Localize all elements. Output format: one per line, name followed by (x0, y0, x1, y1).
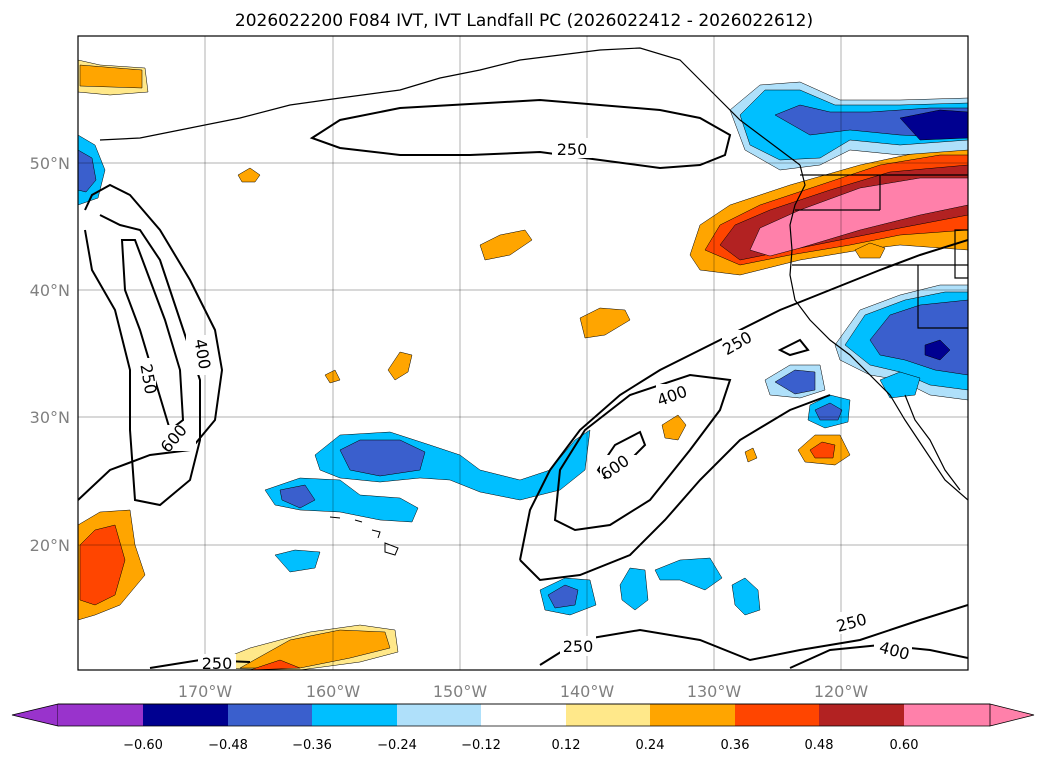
colorbar-tick: 0.48 (805, 738, 834, 753)
contour-label: 250 (557, 140, 588, 159)
contour-250-west (78, 183, 224, 501)
colorbar-segment (312, 704, 397, 726)
colorbar-tick-labels: −0.60 −0.48 −0.36 −0.24 −0.12 0.12 0.24 … (123, 738, 918, 753)
colorbar-tick: 0.24 (636, 738, 665, 753)
contour-600-west (120, 239, 185, 432)
hawaiian-islands (329, 516, 399, 556)
latitude-labels: 50°N 40°N 30°N 20°N (30, 154, 70, 555)
contour-labels: 250 400 250 600 250 400 600 250 250 400 … (132, 138, 912, 673)
lon-label-120w: 120°W (814, 682, 869, 701)
colorbar-segment (228, 704, 312, 726)
colorbar-extend-high (989, 703, 1035, 727)
map-plot-area: 250 400 250 600 250 400 600 250 250 400 … (78, 36, 968, 673)
colorbar-segment (819, 704, 904, 726)
state-borders (792, 174, 968, 329)
lat-label-30n: 30°N (30, 408, 70, 427)
colorbar-segment (735, 704, 819, 726)
lat-label-20n: 20°N (30, 536, 70, 555)
lat-label-40n: 40°N (30, 281, 70, 300)
contour-250-north (309, 98, 732, 170)
colorbar-segment (397, 704, 481, 726)
lon-label-150w: 150°W (433, 682, 488, 701)
contour-400-west (84, 214, 201, 507)
colorbar-segment (566, 704, 650, 726)
colorbar-tick: 0.12 (552, 738, 581, 753)
lon-label-140w: 140°W (560, 682, 615, 701)
lat-label-50n: 50°N (30, 154, 70, 173)
lon-label-130w: 130°W (687, 682, 742, 701)
coastlines (99, 47, 968, 501)
baja-coastline (904, 394, 961, 491)
contour-400-central (553, 373, 732, 532)
colorbar-segment (58, 704, 143, 726)
colorbar-extend-low (11, 703, 59, 727)
lon-label-170w: 170°W (178, 682, 233, 701)
alaska-coastline (99, 47, 801, 166)
figure-title: 2026022200 F084 IVT, IVT Landfall PC (20… (235, 11, 813, 31)
colorbar-segment (481, 704, 566, 726)
contour-250-central (519, 239, 968, 561)
colorbar-tick: −0.24 (377, 738, 417, 753)
map-frame (77, 35, 969, 671)
contour-250-south (539, 604, 968, 666)
colorbar-segment (904, 704, 990, 726)
contour-600-central (596, 430, 647, 480)
longitude-labels: 170°W 160°W 150°W 140°W 130°W 120°W (178, 682, 869, 701)
colorbar-segment (650, 704, 735, 726)
contour-label: 250 (563, 637, 594, 656)
colorbar-tick: 0.36 (721, 738, 750, 753)
colorbar-tick: 0.60 (890, 738, 919, 753)
colorbar-segment (143, 704, 228, 726)
colorbar-tick: −0.48 (208, 738, 248, 753)
contour-label: 250 (202, 654, 233, 673)
colorbar (11, 703, 1035, 727)
colorbar-tick: −0.60 (123, 738, 163, 753)
colorbar-tick: −0.12 (461, 738, 501, 753)
ivt-contours (78, 98, 968, 669)
lon-label-160w: 160°W (306, 682, 361, 701)
colorbar-tick: −0.36 (292, 738, 332, 753)
north-america-west-coastline (789, 164, 968, 501)
